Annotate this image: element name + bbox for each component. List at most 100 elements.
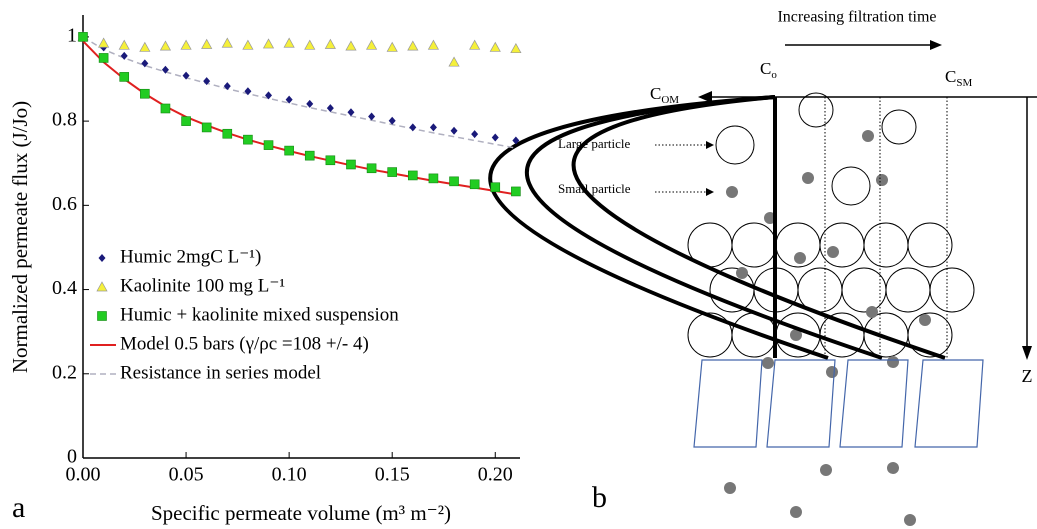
large-particle (798, 92, 834, 128)
triangle-marker (407, 40, 419, 51)
large-particle-label: Large particle (558, 136, 631, 151)
c-o-label: Co (760, 59, 777, 81)
x-tick-label: 0.00 (66, 464, 101, 486)
c-om-main: C (650, 84, 661, 103)
triangle-marker (386, 41, 398, 52)
diamond-marker (450, 126, 458, 135)
small-particle (802, 172, 814, 184)
time-label: Increasing filtration time (777, 9, 936, 26)
membrane-pore (693, 359, 763, 448)
flux-curve (571, 95, 946, 360)
membrane-pore (766, 359, 836, 448)
triangle-marker (304, 39, 316, 50)
arrow-head (1022, 346, 1032, 360)
packed-particle (863, 222, 909, 268)
diamond-marker (141, 59, 149, 68)
triangle-marker (448, 56, 460, 67)
triangle-marker (159, 40, 172, 51)
triangle-marker (324, 38, 336, 49)
triangle-marker (221, 37, 233, 48)
x-tick-label: 0.15 (375, 464, 410, 486)
panel-label: a (12, 491, 25, 524)
membrane-pore (839, 359, 909, 448)
triangle-marker (96, 281, 108, 292)
c-sm-label: CSM (945, 67, 972, 89)
small-particle (790, 506, 802, 518)
square-marker (98, 53, 109, 63)
membrane-pore (914, 359, 984, 448)
diamond-marker (512, 136, 520, 145)
triangle-marker (427, 39, 440, 50)
square-marker (428, 173, 439, 184)
diamond-marker (244, 87, 252, 96)
packed-particle (863, 312, 909, 358)
triangle-marker (469, 39, 481, 50)
square-marker (243, 134, 253, 145)
legend-label: Humic 2mgC L⁻¹) (120, 246, 261, 267)
diamond-marker (491, 133, 499, 142)
small-particle (887, 462, 899, 474)
square-marker (449, 176, 459, 187)
packed-particle (819, 222, 865, 268)
triangle-marker (201, 38, 213, 49)
diamond-marker (409, 123, 417, 132)
small-particle (762, 357, 774, 369)
packed-particle (885, 267, 931, 313)
square-marker (222, 128, 233, 139)
triangle-marker (118, 39, 130, 50)
c-sm-main: C (945, 67, 956, 86)
square-marker (97, 311, 107, 321)
arrow-head (930, 40, 942, 50)
flux-curve (488, 95, 829, 360)
small-particle (919, 314, 931, 326)
y-tick-label: 0.6 (52, 193, 77, 215)
c-o-main: C (760, 59, 771, 78)
diamond-marker (368, 112, 376, 121)
c-o-sub: o (771, 69, 777, 81)
small-particle (794, 252, 806, 264)
packed-particle (907, 312, 953, 358)
diamond-marker (347, 108, 355, 117)
square-marker (469, 179, 480, 190)
large-particle (715, 125, 755, 165)
y-tick-label: 0.2 (52, 361, 77, 383)
x-tick-label: 0.05 (169, 464, 204, 486)
diamond-marker (471, 130, 479, 139)
z-label: Z (1022, 366, 1033, 386)
packed-particle (841, 267, 887, 313)
c-om-label: COM (650, 84, 679, 106)
diamond-marker (98, 254, 106, 262)
arrow-head (706, 141, 714, 149)
x-tick-label: 0.20 (478, 464, 513, 486)
diamond-marker (182, 71, 190, 80)
small-particle (726, 186, 738, 198)
packed-particle (929, 267, 975, 313)
y-tick-label: 0 (67, 446, 77, 468)
triangle-marker (489, 41, 501, 52)
legend-label: Resistance in series model (120, 362, 321, 383)
square-marker (284, 145, 294, 156)
square-marker (304, 150, 315, 161)
triangle-marker (98, 37, 110, 48)
y-tick-label: 1 (67, 24, 77, 46)
square-marker (263, 140, 274, 150)
triangle-marker (365, 39, 378, 50)
y-axis-title: Normalized permeate flux (J/Jo) (8, 101, 32, 373)
triangle-marker (345, 40, 357, 51)
small-particle (876, 174, 888, 186)
series-line (82, 40, 517, 196)
x-axis-title: Specific permeate volume (m³ m⁻²) (151, 501, 451, 525)
panel-label: b (592, 481, 607, 514)
small-particle (826, 366, 838, 378)
small-particle (736, 267, 748, 279)
y-tick-label: 0.4 (52, 277, 77, 299)
legend-label: Kaolinite 100 mg L⁻¹ (120, 275, 285, 296)
c-om-sub: OM (661, 94, 679, 106)
diamond-marker (388, 116, 396, 125)
packed-particle (797, 267, 843, 313)
packed-particle (731, 222, 777, 268)
c-sm-sub: SM (956, 77, 972, 89)
square-marker (490, 182, 501, 193)
triangle-marker (242, 39, 254, 50)
